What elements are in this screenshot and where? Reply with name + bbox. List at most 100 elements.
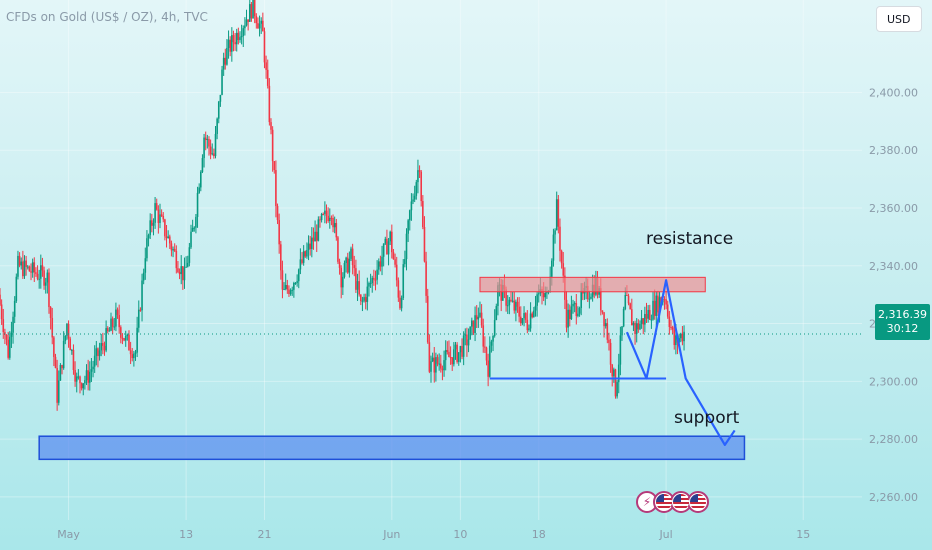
time-axis: May 13 21 Jun 10 18 Jul 15 xyxy=(57,528,810,541)
candle-body xyxy=(526,319,529,331)
candle-body xyxy=(22,261,24,277)
us-flag-icon[interactable] xyxy=(653,491,675,513)
currency-button[interactable]: USD xyxy=(876,6,922,32)
candle-body xyxy=(95,348,98,356)
candle-body xyxy=(92,366,94,370)
candle-body xyxy=(30,271,32,273)
candle-body xyxy=(219,94,222,102)
candle-body xyxy=(617,364,620,383)
candle-body xyxy=(248,4,251,22)
candle-body xyxy=(193,227,196,229)
candle-body xyxy=(511,300,514,302)
candle-body xyxy=(425,261,427,296)
candle-body xyxy=(160,214,163,217)
candle-body xyxy=(198,187,200,193)
candle-body xyxy=(348,258,351,273)
candle-body xyxy=(376,269,378,280)
candle-body xyxy=(183,267,186,281)
candle-body xyxy=(291,289,294,291)
candle-body xyxy=(304,251,307,257)
candle-body xyxy=(281,270,284,290)
candle-body xyxy=(265,62,267,70)
candle-body xyxy=(229,39,231,52)
candle-body xyxy=(147,235,150,239)
candle-body xyxy=(565,299,568,328)
candle-body xyxy=(683,331,685,342)
candle-body xyxy=(474,315,476,333)
candle-body xyxy=(294,282,297,284)
us-flag-icon[interactable] xyxy=(687,491,709,513)
candle-body xyxy=(134,352,137,354)
candle-body xyxy=(311,237,313,249)
candle-body xyxy=(551,260,553,277)
candle-body xyxy=(528,328,530,331)
candle-body xyxy=(337,237,339,262)
candle-body xyxy=(136,327,138,353)
candle-body xyxy=(391,231,393,253)
candle-body xyxy=(62,340,65,369)
candle-body xyxy=(358,281,360,295)
candle-body xyxy=(82,383,85,389)
candle-body xyxy=(648,309,651,320)
candle-body xyxy=(46,272,49,283)
candle-body xyxy=(231,35,233,52)
candle-body xyxy=(459,346,462,353)
x-tick-label: 18 xyxy=(532,528,546,541)
candle-body xyxy=(379,261,382,267)
candle-body xyxy=(387,241,390,255)
candle-body xyxy=(407,220,409,234)
candle-body xyxy=(302,251,305,263)
candle-body xyxy=(604,323,607,327)
candle-body xyxy=(235,32,238,45)
candle-body xyxy=(544,293,547,298)
candle-body xyxy=(299,259,302,270)
candle-body xyxy=(559,226,561,251)
candle-body xyxy=(88,371,91,383)
candle-body xyxy=(417,170,419,183)
candle-body xyxy=(175,250,178,269)
candle-body xyxy=(182,266,184,281)
candle-body xyxy=(647,309,649,319)
candle-body xyxy=(531,313,534,318)
candle-body xyxy=(276,205,279,221)
candle-body xyxy=(79,376,81,384)
candle-body xyxy=(670,327,672,329)
candle-body xyxy=(413,195,416,200)
candle-body xyxy=(492,335,494,342)
resistance-zone xyxy=(479,276,706,293)
candle-body xyxy=(67,323,70,339)
candle-body xyxy=(263,31,266,63)
candle-body xyxy=(422,201,424,227)
candle-body xyxy=(575,303,578,317)
candle-body xyxy=(645,313,648,319)
candle-body xyxy=(562,263,565,276)
candle-body xyxy=(487,360,489,377)
candle-body xyxy=(453,349,455,365)
candle-body xyxy=(48,272,50,308)
candlestick-series xyxy=(0,0,862,411)
candle-body xyxy=(389,231,391,242)
candle-body xyxy=(173,248,176,251)
y-tick-label: 2,360.00 xyxy=(869,202,918,215)
candle-body xyxy=(430,361,432,372)
candle-body xyxy=(441,368,444,371)
candle-body xyxy=(580,290,582,309)
candle-body xyxy=(128,334,130,351)
candle-body xyxy=(196,192,199,217)
candle-body xyxy=(102,343,104,346)
x-tick-label: 21 xyxy=(257,528,271,541)
candle-body xyxy=(590,296,592,299)
candle-body xyxy=(402,264,405,298)
candle-body xyxy=(0,294,1,305)
candle-body xyxy=(673,329,676,346)
candle-body xyxy=(533,310,535,318)
candle-body xyxy=(87,370,89,383)
candle-body xyxy=(359,294,362,302)
economic-events[interactable]: ⚡ xyxy=(636,491,709,515)
candle-body xyxy=(124,336,127,341)
candle-body xyxy=(312,237,315,242)
candle-body xyxy=(479,312,481,317)
candle-body xyxy=(168,236,171,244)
candle-body xyxy=(395,264,398,281)
